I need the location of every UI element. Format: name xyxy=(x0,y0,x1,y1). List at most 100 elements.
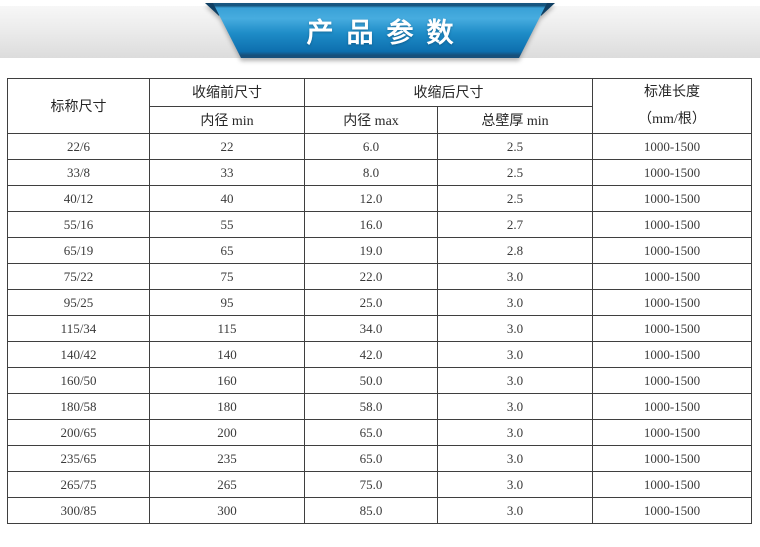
table-row: 95/25 95 25.0 3.0 1000-1500 xyxy=(7,289,752,316)
table-cell: 1000-1500 xyxy=(592,133,752,160)
table-cell: 33/8 xyxy=(7,159,150,186)
table-cell: 8.0 xyxy=(304,159,438,186)
table-cell: 50.0 xyxy=(304,367,438,394)
table-cell: 3.0 xyxy=(437,497,593,524)
table-cell: 115 xyxy=(149,315,305,342)
table-row: 200/65 200 65.0 3.0 1000-1500 xyxy=(7,419,752,446)
table-cell: 300/85 xyxy=(7,497,150,524)
table-row: 65/19 65 19.0 2.8 1000-1500 xyxy=(7,237,752,264)
header-standard-length: 标准长度 （mm/根） xyxy=(592,78,752,134)
table-row: 75/22 75 22.0 3.0 1000-1500 xyxy=(7,263,752,290)
table-cell: 58.0 xyxy=(304,393,438,420)
table-cell: 3.0 xyxy=(437,445,593,472)
table-row: 160/50 160 50.0 3.0 1000-1500 xyxy=(7,367,752,394)
header-before-shrink-group: 收缩前尺寸 xyxy=(149,78,305,107)
table-cell: 3.0 xyxy=(437,419,593,446)
table-cell: 75/22 xyxy=(7,263,150,290)
header-nominal-size: 标称尺寸 xyxy=(7,78,150,134)
table-cell: 1000-1500 xyxy=(592,237,752,264)
table-cell: 160 xyxy=(149,367,305,394)
table-cell: 1000-1500 xyxy=(592,289,752,316)
table-body: 22/6 22 6.0 2.5 1000-1500 33/8 33 8.0 2.5 1000-15… xyxy=(7,133,752,524)
table-cell: 65 xyxy=(149,237,305,264)
product-params-banner: 产品参数 xyxy=(205,3,555,58)
table-cell: 19.0 xyxy=(304,237,438,264)
table-cell: 1000-1500 xyxy=(592,263,752,290)
table-cell: 115/34 xyxy=(7,315,150,342)
table-cell: 75 xyxy=(149,263,305,290)
table-cell: 65/19 xyxy=(7,237,150,264)
table-cell: 180/58 xyxy=(7,393,150,420)
table-cell: 95/25 xyxy=(7,289,150,316)
table-cell: 1000-1500 xyxy=(592,159,752,186)
table-cell: 2.5 xyxy=(437,133,593,160)
product-spec-table: 标称尺寸 收缩前尺寸 收缩后尺寸 标准长度 （mm/根） 内径 min 内径 m… xyxy=(7,78,752,524)
table-cell: 2.7 xyxy=(437,211,593,238)
table-cell: 3.0 xyxy=(437,315,593,342)
header-inner-dia-min: 内径 min xyxy=(149,105,305,134)
table-row: 33/8 33 8.0 2.5 1000-1500 xyxy=(7,159,752,186)
table-cell: 16.0 xyxy=(304,211,438,238)
table-cell: 34.0 xyxy=(304,315,438,342)
table-cell: 85.0 xyxy=(304,497,438,524)
table-cell: 22.0 xyxy=(304,263,438,290)
table-cell: 1000-1500 xyxy=(592,445,752,472)
table-cell: 95 xyxy=(149,289,305,316)
table-cell: 22 xyxy=(149,133,305,160)
table-row: 55/16 55 16.0 2.7 1000-1500 xyxy=(7,211,752,238)
table-cell: 200 xyxy=(149,419,305,446)
table-row: 265/75 265 75.0 3.0 1000-1500 xyxy=(7,471,752,498)
table-cell: 40 xyxy=(149,185,305,212)
table-cell: 40/12 xyxy=(7,185,150,212)
table-cell: 65.0 xyxy=(304,419,438,446)
table-cell: 1000-1500 xyxy=(592,341,752,368)
table-cell: 200/65 xyxy=(7,419,150,446)
table-cell: 235/65 xyxy=(7,445,150,472)
table-cell: 265/75 xyxy=(7,471,150,498)
table-cell: 3.0 xyxy=(437,263,593,290)
table-row: 140/42 140 42.0 3.0 1000-1500 xyxy=(7,341,752,368)
table-cell: 3.0 xyxy=(437,471,593,498)
table-row: 235/65 235 65.0 3.0 1000-1500 xyxy=(7,445,752,472)
banner-title: 产品参数 xyxy=(306,18,467,48)
header-after-shrink-group: 收缩后尺寸 xyxy=(304,78,593,107)
table-cell: 140/42 xyxy=(7,341,150,368)
table-cell: 300 xyxy=(149,497,305,524)
table-cell: 2.5 xyxy=(437,185,593,212)
table-cell: 3.0 xyxy=(437,393,593,420)
table-cell: 180 xyxy=(149,393,305,420)
table-cell: 55 xyxy=(149,211,305,238)
table-cell: 33 xyxy=(149,159,305,186)
header-wall-thickness-min: 总壁厚 min xyxy=(437,105,593,134)
table-cell: 265 xyxy=(149,471,305,498)
table-cell: 2.8 xyxy=(437,237,593,264)
table-cell: 1000-1500 xyxy=(592,393,752,420)
table-cell: 1000-1500 xyxy=(592,497,752,524)
table-row: 115/34 115 34.0 3.0 1000-1500 xyxy=(7,315,752,342)
table-cell: 3.0 xyxy=(437,367,593,394)
table-cell: 22/6 xyxy=(7,133,150,160)
header-standard-length-line1: 标准长度 xyxy=(644,85,700,100)
table-cell: 140 xyxy=(149,341,305,368)
table-cell: 1000-1500 xyxy=(592,315,752,342)
table-cell: 3.0 xyxy=(437,289,593,316)
table-row: 180/58 180 58.0 3.0 1000-1500 xyxy=(7,393,752,420)
table-cell: 25.0 xyxy=(304,289,438,316)
table-cell: 1000-1500 xyxy=(592,471,752,498)
table-cell: 55/16 xyxy=(7,211,150,238)
table-cell: 42.0 xyxy=(304,341,438,368)
table-cell: 1000-1500 xyxy=(592,185,752,212)
table-cell: 1000-1500 xyxy=(592,367,752,394)
table-header: 标称尺寸 收缩前尺寸 收缩后尺寸 标准长度 （mm/根） 内径 min 内径 m… xyxy=(7,78,752,134)
table-row: 40/12 40 12.0 2.5 1000-1500 xyxy=(7,185,752,212)
table-cell: 75.0 xyxy=(304,471,438,498)
table-cell: 65.0 xyxy=(304,445,438,472)
table-cell: 160/50 xyxy=(7,367,150,394)
table-cell: 235 xyxy=(149,445,305,472)
table-cell: 2.5 xyxy=(437,159,593,186)
table-row: 300/85 300 85.0 3.0 1000-1500 xyxy=(7,497,752,524)
table-cell: 3.0 xyxy=(437,341,593,368)
table-cell: 1000-1500 xyxy=(592,211,752,238)
ribbon-body xyxy=(205,3,555,58)
header-standard-length-line2: （mm/根） xyxy=(638,112,706,127)
